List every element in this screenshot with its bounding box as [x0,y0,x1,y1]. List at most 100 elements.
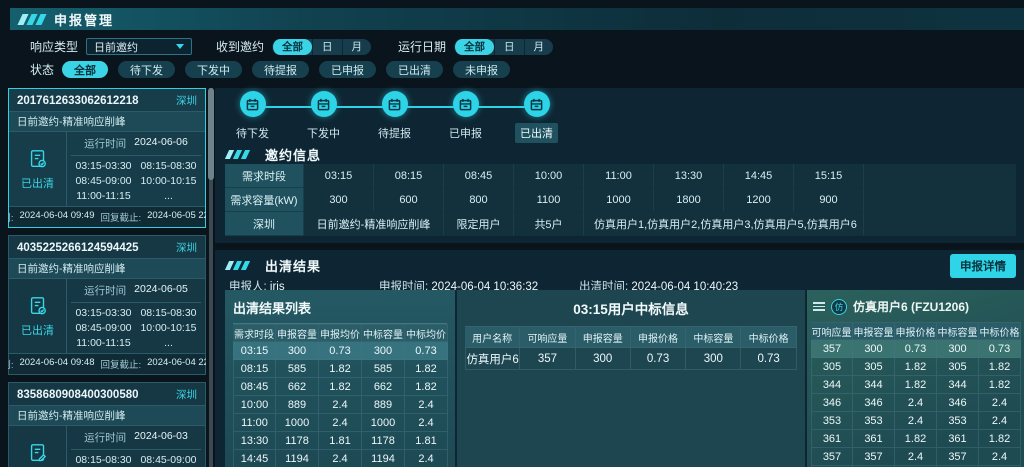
status-pill[interactable]: 已出清 [386,61,444,78]
run-date: 2024-06-03 [134,430,188,442]
report-detail-button[interactable]: 申报详情 [950,254,1016,278]
run-date-option[interactable]: 月 [523,38,554,55]
cell-time: 08:15 [233,360,276,378]
sidebar-scrollbar[interactable] [208,88,214,467]
status-pill[interactable]: 待提报 [252,61,310,78]
table-row[interactable]: 仿真用户6 357 300 0.73 300 0.73 [465,348,797,372]
calendar-step-icon [239,91,266,117]
received-time: 2024-06-04 09:49 [19,210,95,221]
invite-time-row: 需求时段 03:15 08:15 08:45 10:00 11:00 13:30 14:45… [225,164,1016,188]
invite-capacity-row: 需求容量(kW) 300 600 800 1100 1000 1800 1200 900 [225,188,1016,212]
received-invite-option[interactable]: 日 [312,38,342,55]
time-slot: 08:15-08:30 [140,160,197,172]
column-header: 申报容量 [853,322,895,340]
cell-time: 13:30 [233,432,276,450]
cell-awarded-capacity: 585 [362,360,405,378]
cell-declared-capacity: 662 [276,378,319,396]
invite-capacity-cell: 1100 [513,188,583,212]
received-invite-option[interactable]: 全部 [272,38,313,55]
invitation-card[interactable]: 4035225266124594425 深圳 日前邀约-精准响应削峰 已出清 运… [8,235,206,375]
time-slots: 03:15-03:30 08:15-08:30 08:45-09:00 10:00-1… [71,303,201,353]
invite-time-cell: 08:45 [443,164,513,188]
cell-declared-capacity: 889 [276,396,319,414]
invite-capacity-header: 需求容量(kW) [225,188,303,212]
invite-time-cell: 13:30 [653,164,723,188]
scrollbar-thumb[interactable] [208,88,214,180]
cell-declared-price: 2.4 [319,414,362,432]
status-pill[interactable]: 已申报 [319,61,377,78]
user-detail-panel: 仿 仿真用户6 (FZU1206) 可响应量 申报容量 申报价格 中标容量 中标价格 3… [807,290,1024,467]
cell-user-name: 仿真用户6 [465,348,521,370]
response-type-label: 响应类型 [30,40,79,54]
table-row[interactable]: 14:45 1194 2.4 1194 2.4 [233,450,448,467]
run-date-segment: 全部日月 [454,38,554,55]
deadline-label: 回复截止: [100,213,142,224]
cell-awarded-price: 1.82 [405,378,448,396]
column-header: 用户名称 [465,326,521,348]
table-row[interactable]: 03:15 300 0.73 300 0.73 [233,342,448,360]
invitation-type: 日前邀约-精准响应削峰 [9,111,205,132]
cell-declared-capacity: 300 [575,348,631,370]
table-row[interactable]: 361 361 1.82 361 1.82 [811,430,1021,448]
table-row[interactable]: 357 300 0.73 300 0.73 [811,340,1021,358]
table-row[interactable]: 13:30 1178 1.81 1178 1.81 [233,432,448,450]
cell-awarded-price: 1.82 [979,358,1021,376]
time-slots: 03:15-03:30 08:15-08:30 08:45-09:00 10:00-1… [71,156,201,206]
table-row[interactable]: 346 346 2.4 346 2.4 [811,394,1021,412]
invitation-card[interactable]: 8358680908400300580 深圳 日前邀约-精准响应削峰 待提报 运… [8,382,206,467]
run-date-option[interactable]: 日 [494,38,524,55]
status-pill[interactable]: 全部 [62,61,109,78]
status-pill[interactable]: 待下发 [118,61,176,78]
cell-respondable: 346 [811,394,853,412]
invite-capacity-cell: 900 [793,188,863,212]
user-detail-header: 可响应量 申报容量 申报价格 中标容量 中标价格 [811,322,1021,340]
stepper-step-label: 下发中 [307,128,340,140]
cell-declared-price: 2.4 [895,448,937,466]
table-row[interactable]: 357 357 2.4 357 2.4 [811,448,1021,466]
calendar-step-icon [523,91,550,117]
cell-declared-price: 2.4 [319,450,362,467]
cell-declared-capacity: 344 [853,376,895,394]
invite-type-cell: 日前邀约-精准响应削峰 [303,212,443,236]
table-row[interactable]: 08:45 662 1.82 662 1.82 [233,378,448,396]
invitation-card[interactable]: 2017612633062612218 深圳 日前邀约-精准响应削峰 已出清 运… [8,88,206,228]
received-invite-option[interactable]: 月 [341,38,372,55]
table-row[interactable]: 11:00 1000 2.4 1000 2.4 [233,414,448,432]
cell-respondable: 344 [811,376,853,394]
cell-declared-capacity: 346 [853,394,895,412]
cell-awarded-capacity: 357 [937,448,979,466]
status-pill[interactable]: 未申报 [453,61,511,78]
time-slot: 08:45-09:00 [75,322,132,334]
run-date: 2024-06-06 [134,136,188,148]
invite-time-cell: 08:15 [373,164,443,188]
received-invite-label: 收到邀约 [216,40,265,54]
time-slots: 08:15-08:3008:45-09:0010:00-10:1513:30-1… [71,450,201,467]
cell-respondable: 357 [811,448,853,466]
region-tag: 深圳 [176,389,197,401]
column-header: 可响应量 [811,322,853,340]
cell-awarded-capacity: 662 [362,378,405,396]
cell-awarded-price: 2.4 [405,450,448,467]
column-header: 申报价格 [895,322,937,340]
time-slot: 08:15-08:30 [140,307,197,319]
time-slot: 11:00-11:15 [76,337,131,349]
table-row[interactable]: 305 305 1.82 305 1.82 [811,358,1021,376]
status-pill[interactable]: 下发中 [185,61,243,78]
table-row[interactable]: 353 353 2.4 353 2.4 [811,412,1021,430]
list-icon[interactable] [813,302,825,311]
run-date-option[interactable]: 全部 [454,38,495,55]
run-time-label: 运行时间 [84,285,127,297]
table-row[interactable]: 10:00 889 2.4 889 2.4 [233,396,448,414]
response-type-select[interactable]: 日前邀约 [86,38,193,55]
cell-declared-capacity: 585 [276,360,319,378]
invite-capacity-cell: 600 [373,188,443,212]
calendar-step-icon [310,91,337,117]
table-row[interactable]: 08:15 585 1.82 585 1.82 [233,360,448,378]
table-row[interactable]: 344 344 1.82 344 1.82 [811,376,1021,394]
section-slashes-icon [224,261,251,270]
invite-time-cell: 10:00 [513,164,583,188]
cell-awarded-capacity: 353 [937,412,979,430]
cell-awarded-capacity: 361 [937,430,979,448]
status-badge: 已出清 [21,324,54,337]
cell-declared-price: 1.82 [319,360,362,378]
